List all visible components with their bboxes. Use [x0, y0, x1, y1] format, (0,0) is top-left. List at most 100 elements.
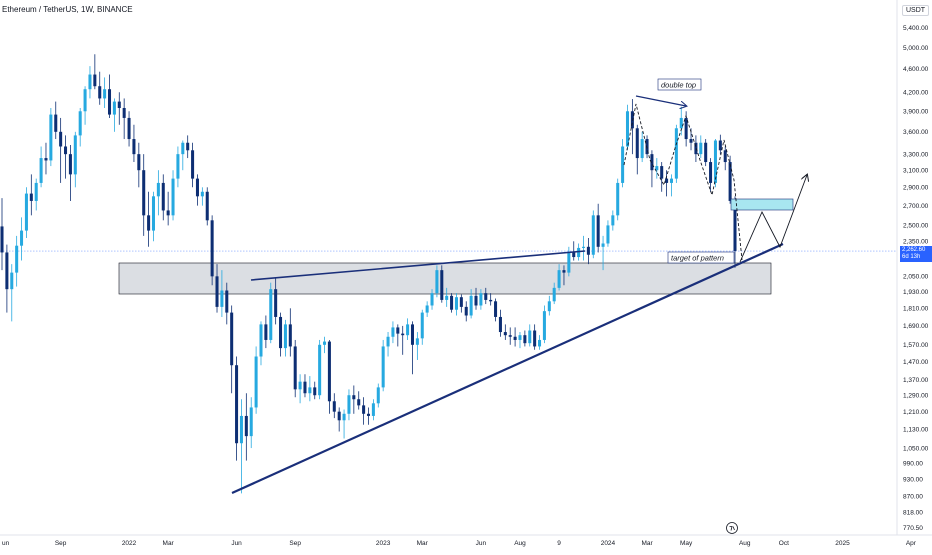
candle[interactable]	[611, 215, 615, 226]
candle[interactable]	[567, 252, 571, 273]
candle[interactable]	[303, 381, 307, 394]
candle[interactable]	[191, 150, 195, 179]
candle[interactable]	[479, 293, 483, 306]
candle[interactable]	[523, 335, 527, 344]
candle[interactable]	[259, 324, 263, 357]
candle[interactable]	[528, 330, 532, 344]
candle[interactable]	[235, 365, 239, 444]
candle[interactable]	[391, 327, 395, 337]
candle[interactable]	[332, 401, 336, 412]
candle[interactable]	[54, 114, 58, 132]
candle[interactable]	[142, 170, 146, 216]
candle[interactable]	[684, 117, 688, 140]
candle[interactable]	[127, 117, 131, 140]
candle[interactable]	[665, 178, 669, 183]
candle[interactable]	[606, 225, 610, 244]
candle[interactable]	[415, 338, 419, 345]
candle[interactable]	[538, 339, 542, 347]
time-axis[interactable]: un Sep 2022 Mar Jun Sep 2023 Mar Jun Aug 9 2024 Mar M…	[2, 540, 917, 547]
candle[interactable]	[425, 305, 429, 313]
candle[interactable]	[186, 142, 190, 151]
candle[interactable]	[318, 344, 322, 396]
candle[interactable]	[450, 295, 454, 310]
candle[interactable]	[210, 220, 214, 277]
candle[interactable]	[10, 272, 14, 290]
candle[interactable]	[166, 210, 170, 216]
candle[interactable]	[366, 413, 371, 416]
candle[interactable]	[151, 196, 156, 231]
candle[interactable]	[621, 146, 625, 183]
candle[interactable]	[205, 191, 209, 221]
candle[interactable]	[171, 178, 175, 216]
candle[interactable]	[498, 316, 502, 333]
candle[interactable]	[596, 215, 600, 247]
candle[interactable]	[513, 336, 517, 340]
candle[interactable]	[49, 114, 53, 161]
candle[interactable]	[200, 191, 204, 197]
target-zone[interactable]	[730, 198, 794, 211]
candle[interactable]	[357, 399, 361, 406]
candle[interactable]	[699, 142, 703, 155]
candle[interactable]	[386, 336, 390, 347]
candle[interactable]	[181, 142, 185, 155]
ascending-trendline[interactable]	[231, 242, 784, 495]
candle[interactable]	[147, 215, 151, 231]
candle[interactable]	[323, 341, 327, 345]
candle[interactable]	[464, 306, 468, 316]
candle[interactable]	[591, 215, 595, 255]
candle[interactable]	[24, 193, 28, 231]
candle[interactable]	[469, 295, 473, 316]
candle[interactable]	[376, 387, 380, 404]
candle[interactable]	[406, 324, 410, 336]
candle[interactable]	[215, 276, 219, 307]
candle[interactable]	[440, 270, 444, 300]
candle[interactable]	[195, 178, 199, 197]
candle[interactable]	[396, 327, 400, 334]
candle[interactable]	[503, 332, 507, 336]
candle[interactable]	[15, 245, 19, 273]
candle[interactable]	[220, 290, 224, 307]
candle[interactable]	[709, 162, 713, 183]
candle[interactable]	[342, 413, 346, 421]
candle[interactable]	[337, 411, 341, 421]
candle[interactable]	[225, 290, 229, 313]
candle[interactable]	[635, 128, 639, 159]
candle[interactable]	[572, 252, 576, 258]
candle[interactable]	[484, 293, 488, 300]
candle[interactable]	[630, 111, 634, 129]
candle[interactable]	[542, 311, 546, 340]
candle[interactable]	[176, 154, 180, 179]
candle[interactable]	[430, 293, 434, 306]
candle[interactable]	[68, 154, 72, 175]
candle[interactable]	[34, 182, 38, 201]
candle[interactable]	[293, 346, 297, 390]
candle[interactable]	[577, 247, 581, 258]
candle[interactable]	[44, 158, 48, 161]
candle[interactable]	[230, 312, 234, 366]
candle[interactable]	[435, 270, 439, 294]
candle[interactable]	[733, 200, 737, 252]
candle[interactable]	[660, 166, 664, 179]
candle[interactable]	[362, 405, 366, 414]
candle[interactable]	[459, 297, 463, 307]
projected-path[interactable]	[739, 175, 807, 263]
candle[interactable]	[73, 135, 77, 175]
candle[interactable]	[313, 387, 317, 396]
candle[interactable]	[640, 139, 644, 159]
candle[interactable]	[381, 346, 385, 388]
candle[interactable]	[308, 387, 312, 394]
candle[interactable]	[279, 316, 283, 349]
candle[interactable]	[83, 89, 87, 112]
candle[interactable]	[5, 252, 9, 290]
candle[interactable]	[274, 289, 278, 317]
candle[interactable]	[29, 193, 33, 201]
candle[interactable]	[655, 166, 659, 171]
candle[interactable]	[39, 158, 43, 183]
candle[interactable]	[347, 395, 351, 414]
price-axis[interactable]: 5,400.00 5,000.00 4,600.00 4,200.00 3,900.00…	[903, 25, 929, 532]
candle[interactable]	[689, 139, 693, 143]
candle[interactable]	[156, 182, 160, 197]
candle[interactable]	[494, 301, 498, 317]
candle[interactable]	[352, 395, 356, 400]
